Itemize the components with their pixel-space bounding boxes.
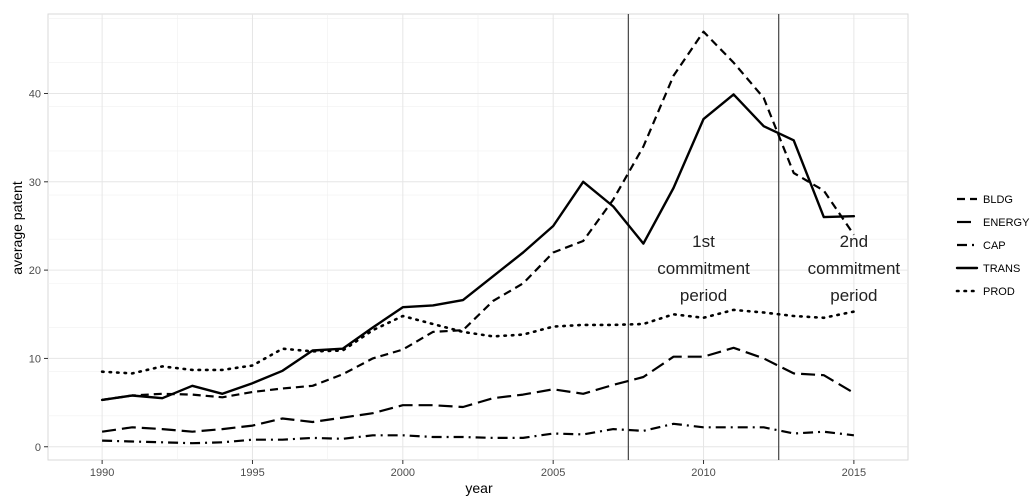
legend: BLDG ENERGY CAP TRANS PROD xyxy=(955,194,1030,298)
series-line-trans xyxy=(100,93,856,402)
series-line-bldg xyxy=(101,30,855,401)
y-tick-label: 30 xyxy=(29,177,41,189)
annotation-text: period xyxy=(680,286,727,305)
y-tick-label: 20 xyxy=(29,265,41,277)
legend-label-energy: ENERGY xyxy=(983,217,1030,229)
x-tick-label: 2015 xyxy=(842,467,866,479)
annotation-text: commitment xyxy=(808,259,901,278)
x-axis-title: year xyxy=(465,480,493,496)
y-tick-label: 10 xyxy=(29,353,41,365)
annotation-text: 2nd xyxy=(840,232,868,251)
y-axis-title: average patent xyxy=(9,181,25,275)
legend-label-cap: CAP xyxy=(983,240,1006,252)
x-tick-label: 1995 xyxy=(240,467,264,479)
series-line-energy xyxy=(101,346,855,433)
x-tick-label: 2000 xyxy=(391,467,415,479)
commitment-period-lines xyxy=(627,14,780,460)
x-tick-label: 2005 xyxy=(541,467,565,479)
x-tick-label: 2010 xyxy=(691,467,715,479)
annotation-text: 1st xyxy=(692,232,715,251)
legend-label-trans: TRANS xyxy=(983,263,1020,275)
series-line-prod xyxy=(100,308,856,375)
annotations: 1st commitment period 2nd commitment period xyxy=(657,232,900,305)
legend-label-prod: PROD xyxy=(983,286,1015,298)
series-line-cap xyxy=(102,422,855,445)
y-tick-label: 40 xyxy=(29,88,41,100)
axis-ticks: 1990 1995 2000 2005 2010 2015 0 10 20 30 40 xyxy=(29,88,866,479)
legend-label-bldg: BLDG xyxy=(983,194,1013,206)
x-tick-label: 1990 xyxy=(90,467,114,479)
grid xyxy=(47,13,909,461)
series-lines xyxy=(100,30,856,445)
annotation-text: period xyxy=(830,286,877,305)
annotation-text: commitment xyxy=(657,259,750,278)
y-tick-label: 0 xyxy=(35,442,41,454)
